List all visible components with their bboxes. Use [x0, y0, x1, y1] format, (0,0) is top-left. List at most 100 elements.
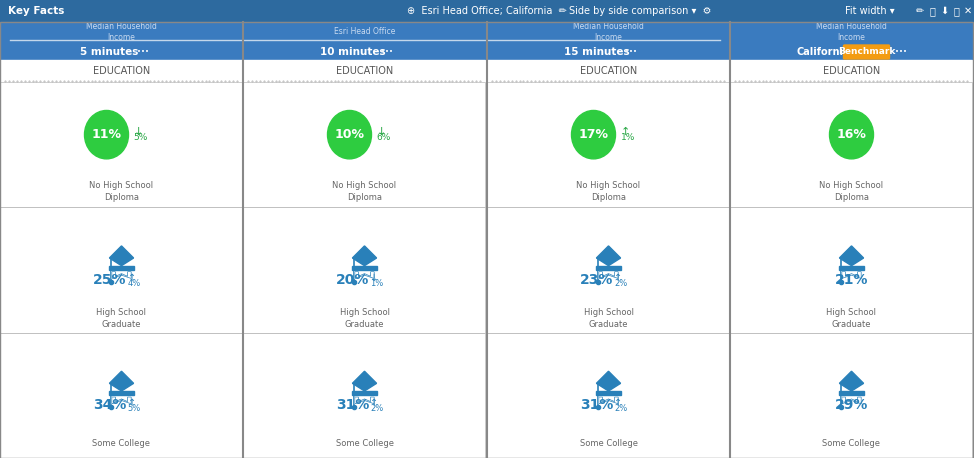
Bar [596, 266, 620, 270]
Bar [730, 207, 972, 333]
Text: 23%: 23% [580, 273, 614, 287]
Text: ↑: ↑ [128, 398, 135, 409]
Bar [0, 22, 242, 60]
Text: ↑: ↑ [620, 127, 630, 136]
Text: ↓: ↓ [377, 127, 386, 136]
Text: No High School
Diploma: No High School Diploma [819, 181, 883, 202]
Text: Median Household
Income: Median Household Income [86, 22, 157, 42]
Polygon shape [355, 272, 374, 278]
Polygon shape [109, 246, 133, 266]
Text: 1%: 1% [370, 278, 384, 288]
Text: 2%: 2% [615, 278, 628, 288]
Text: 20%: 20% [336, 273, 369, 287]
Text: High School
Graduate: High School Graduate [96, 308, 146, 329]
Polygon shape [599, 272, 618, 278]
Polygon shape [109, 371, 133, 391]
Text: ↑: ↑ [615, 398, 622, 409]
Bar [0, 207, 242, 333]
Bar [243, 82, 485, 207]
Bar [109, 391, 133, 395]
Text: ↓: ↓ [370, 273, 379, 283]
Bar [243, 207, 485, 333]
Text: Median Household
Income: Median Household Income [816, 22, 887, 42]
Ellipse shape [830, 110, 874, 159]
Bar [487, 22, 729, 60]
Text: 1%: 1% [620, 133, 635, 142]
Text: 17%: 17% [579, 128, 609, 141]
Bar [243, 82, 485, 207]
Text: 5%: 5% [128, 404, 141, 413]
Polygon shape [840, 246, 864, 266]
Text: Esri Head Office: Esri Head Office [334, 27, 395, 37]
Bar [353, 266, 377, 270]
Text: High School
Graduate: High School Graduate [583, 308, 633, 329]
Bar [243, 22, 485, 60]
Polygon shape [842, 397, 861, 404]
Text: 2%: 2% [370, 404, 384, 413]
Text: No High School
Diploma: No High School Diploma [332, 181, 396, 202]
Bar [0, 82, 242, 207]
Text: High School
Graduate: High School Graduate [340, 308, 390, 329]
Bar [0, 60, 242, 82]
Text: 21%: 21% [835, 273, 868, 287]
Text: EDUCATION: EDUCATION [93, 66, 150, 76]
Text: 🖨: 🖨 [954, 6, 959, 16]
Text: EDUCATION: EDUCATION [580, 66, 637, 76]
FancyBboxPatch shape [843, 45, 889, 59]
Text: No High School
Diploma: No High School Diploma [577, 181, 641, 202]
Text: •••: ••• [137, 49, 149, 55]
Polygon shape [353, 371, 377, 391]
Bar [0, 333, 242, 458]
Polygon shape [842, 272, 861, 278]
Ellipse shape [572, 110, 616, 159]
Text: Some College: Some College [580, 440, 638, 448]
Bar [730, 82, 972, 207]
Text: ↑: ↑ [370, 398, 379, 409]
Polygon shape [112, 272, 131, 278]
Text: 31%: 31% [580, 398, 614, 412]
Text: Side by side comparison ▾  ⚙: Side by side comparison ▾ ⚙ [569, 6, 711, 16]
Bar [487, 82, 729, 207]
Text: 16%: 16% [837, 128, 867, 141]
Bar [487, 333, 729, 458]
Bar [243, 333, 485, 458]
Bar [840, 391, 864, 395]
Polygon shape [596, 371, 620, 391]
Bar [487, 207, 729, 333]
Bar [243, 333, 485, 458]
Text: 6%: 6% [377, 133, 391, 142]
Text: •••: ••• [895, 49, 908, 55]
Text: 25%: 25% [93, 273, 127, 287]
Text: 5 minutes: 5 minutes [80, 47, 138, 57]
Ellipse shape [85, 110, 129, 159]
Bar [0, 82, 242, 207]
Bar [109, 266, 133, 270]
Bar [730, 207, 972, 333]
Text: Key Facts: Key Facts [8, 6, 64, 16]
Bar [730, 22, 972, 60]
Text: 34%: 34% [93, 398, 127, 412]
Text: •••: ••• [624, 49, 636, 55]
Text: 5%: 5% [133, 133, 148, 142]
Bar [487, 82, 729, 207]
Polygon shape [596, 246, 620, 266]
Bar [596, 391, 620, 395]
Text: ↑: ↑ [615, 273, 622, 283]
Text: ✏: ✏ [916, 6, 924, 16]
Bar [730, 333, 972, 458]
Text: ⬇: ⬇ [940, 6, 948, 16]
Text: EDUCATION: EDUCATION [823, 66, 880, 76]
Text: 4%: 4% [128, 278, 141, 288]
Bar [243, 207, 485, 333]
Bar [487, 333, 729, 458]
Bar [487, 207, 729, 333]
Text: ✕: ✕ [964, 6, 972, 16]
Bar [353, 391, 377, 395]
Polygon shape [840, 371, 864, 391]
Text: High School
Graduate: High School Graduate [827, 308, 877, 329]
Bar [0, 0, 974, 22]
Bar [0, 333, 242, 458]
Bar [487, 60, 729, 82]
Text: California: California [797, 47, 850, 57]
Text: Fit width ▾: Fit width ▾ [845, 6, 895, 16]
